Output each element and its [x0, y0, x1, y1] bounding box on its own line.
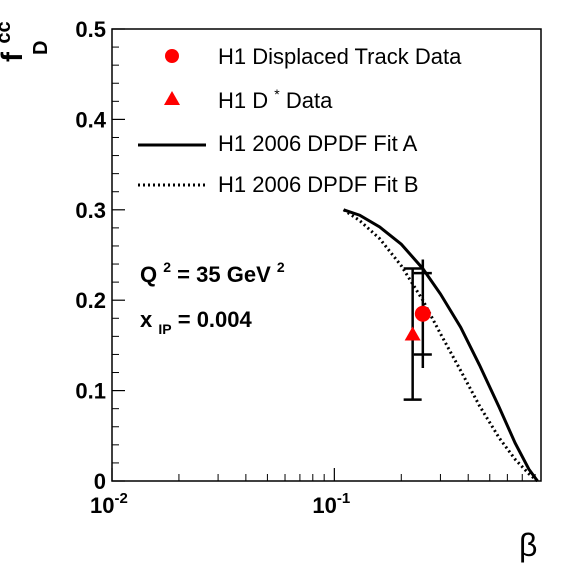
- x-axis-label: β: [519, 527, 537, 563]
- x-tick-label-base: 10: [312, 493, 336, 518]
- legend-triangle-marker: [164, 91, 180, 105]
- annotation-q2-q: Q: [140, 262, 157, 287]
- legend-label-dstar: H1 D * Data: [218, 79, 333, 113]
- y-tick-label: 0.2: [75, 288, 106, 313]
- y-tick-label: 0.4: [75, 107, 106, 132]
- x-tick-label: 10-1: [312, 490, 350, 518]
- annotation-q2-sup1: 2: [163, 259, 171, 275]
- y-tick-label: 0: [94, 469, 106, 494]
- x-ticks: 10-2 10-1: [90, 468, 536, 518]
- annotation-q2-sup2: 2: [277, 259, 285, 275]
- legend-label-dstar-tail: Data: [286, 88, 333, 113]
- y-axis-label-sup: cc̄: [0, 21, 15, 43]
- y-tick-label: 0.3: [75, 198, 106, 223]
- dstar-point: [404, 326, 421, 341]
- legend-label-dstar-sup: *: [274, 86, 280, 102]
- x-tick-label-base: 10: [90, 493, 114, 518]
- y-tick-label: 0.1: [75, 379, 106, 404]
- y-tick-label: 0.5: [75, 17, 106, 42]
- y-ticks: 0 0.1 0.2 0.3 0.4 0.5: [75, 17, 125, 494]
- y-axis-label: f cc̄: [0, 21, 29, 62]
- fit-b-curve: [342, 208, 539, 483]
- plot-frame: [111, 28, 542, 482]
- x-tick-label-exp: -2: [114, 490, 127, 507]
- legend-label-dstar-base: H1 D: [218, 88, 268, 113]
- series-layer: [342, 208, 539, 483]
- fit-a-curve: [343, 208, 539, 482]
- annotation-xip-x: x: [140, 307, 153, 332]
- displaced-track-point: [414, 305, 431, 322]
- annotation-xip: x IP = 0.004: [140, 307, 253, 339]
- y-axis-label-base: f: [0, 51, 29, 62]
- legend-circle-marker: [165, 49, 179, 63]
- annotation-xip-val: = 0.004: [178, 307, 253, 332]
- x-tick-label: 10-2: [90, 490, 128, 518]
- legend-label-fit-a: H1 2006 DPDF Fit A: [218, 131, 418, 156]
- legend-label-fit-b: H1 2006 DPDF Fit B: [218, 172, 419, 197]
- x-tick-label-exp: -1: [337, 490, 350, 507]
- annotation-q2-mid: = 35 GeV: [177, 262, 271, 287]
- annotation-q2: Q 2 = 35 GeV 2: [140, 252, 285, 287]
- annotation-xip-sub: IP: [158, 321, 171, 337]
- legend-label-displaced-track: H1 Displaced Track Data: [218, 44, 462, 69]
- legend: H1 Displaced Track Data H1 D * Data H1 2…: [138, 44, 462, 197]
- y-axis-label-sub: D: [30, 41, 52, 55]
